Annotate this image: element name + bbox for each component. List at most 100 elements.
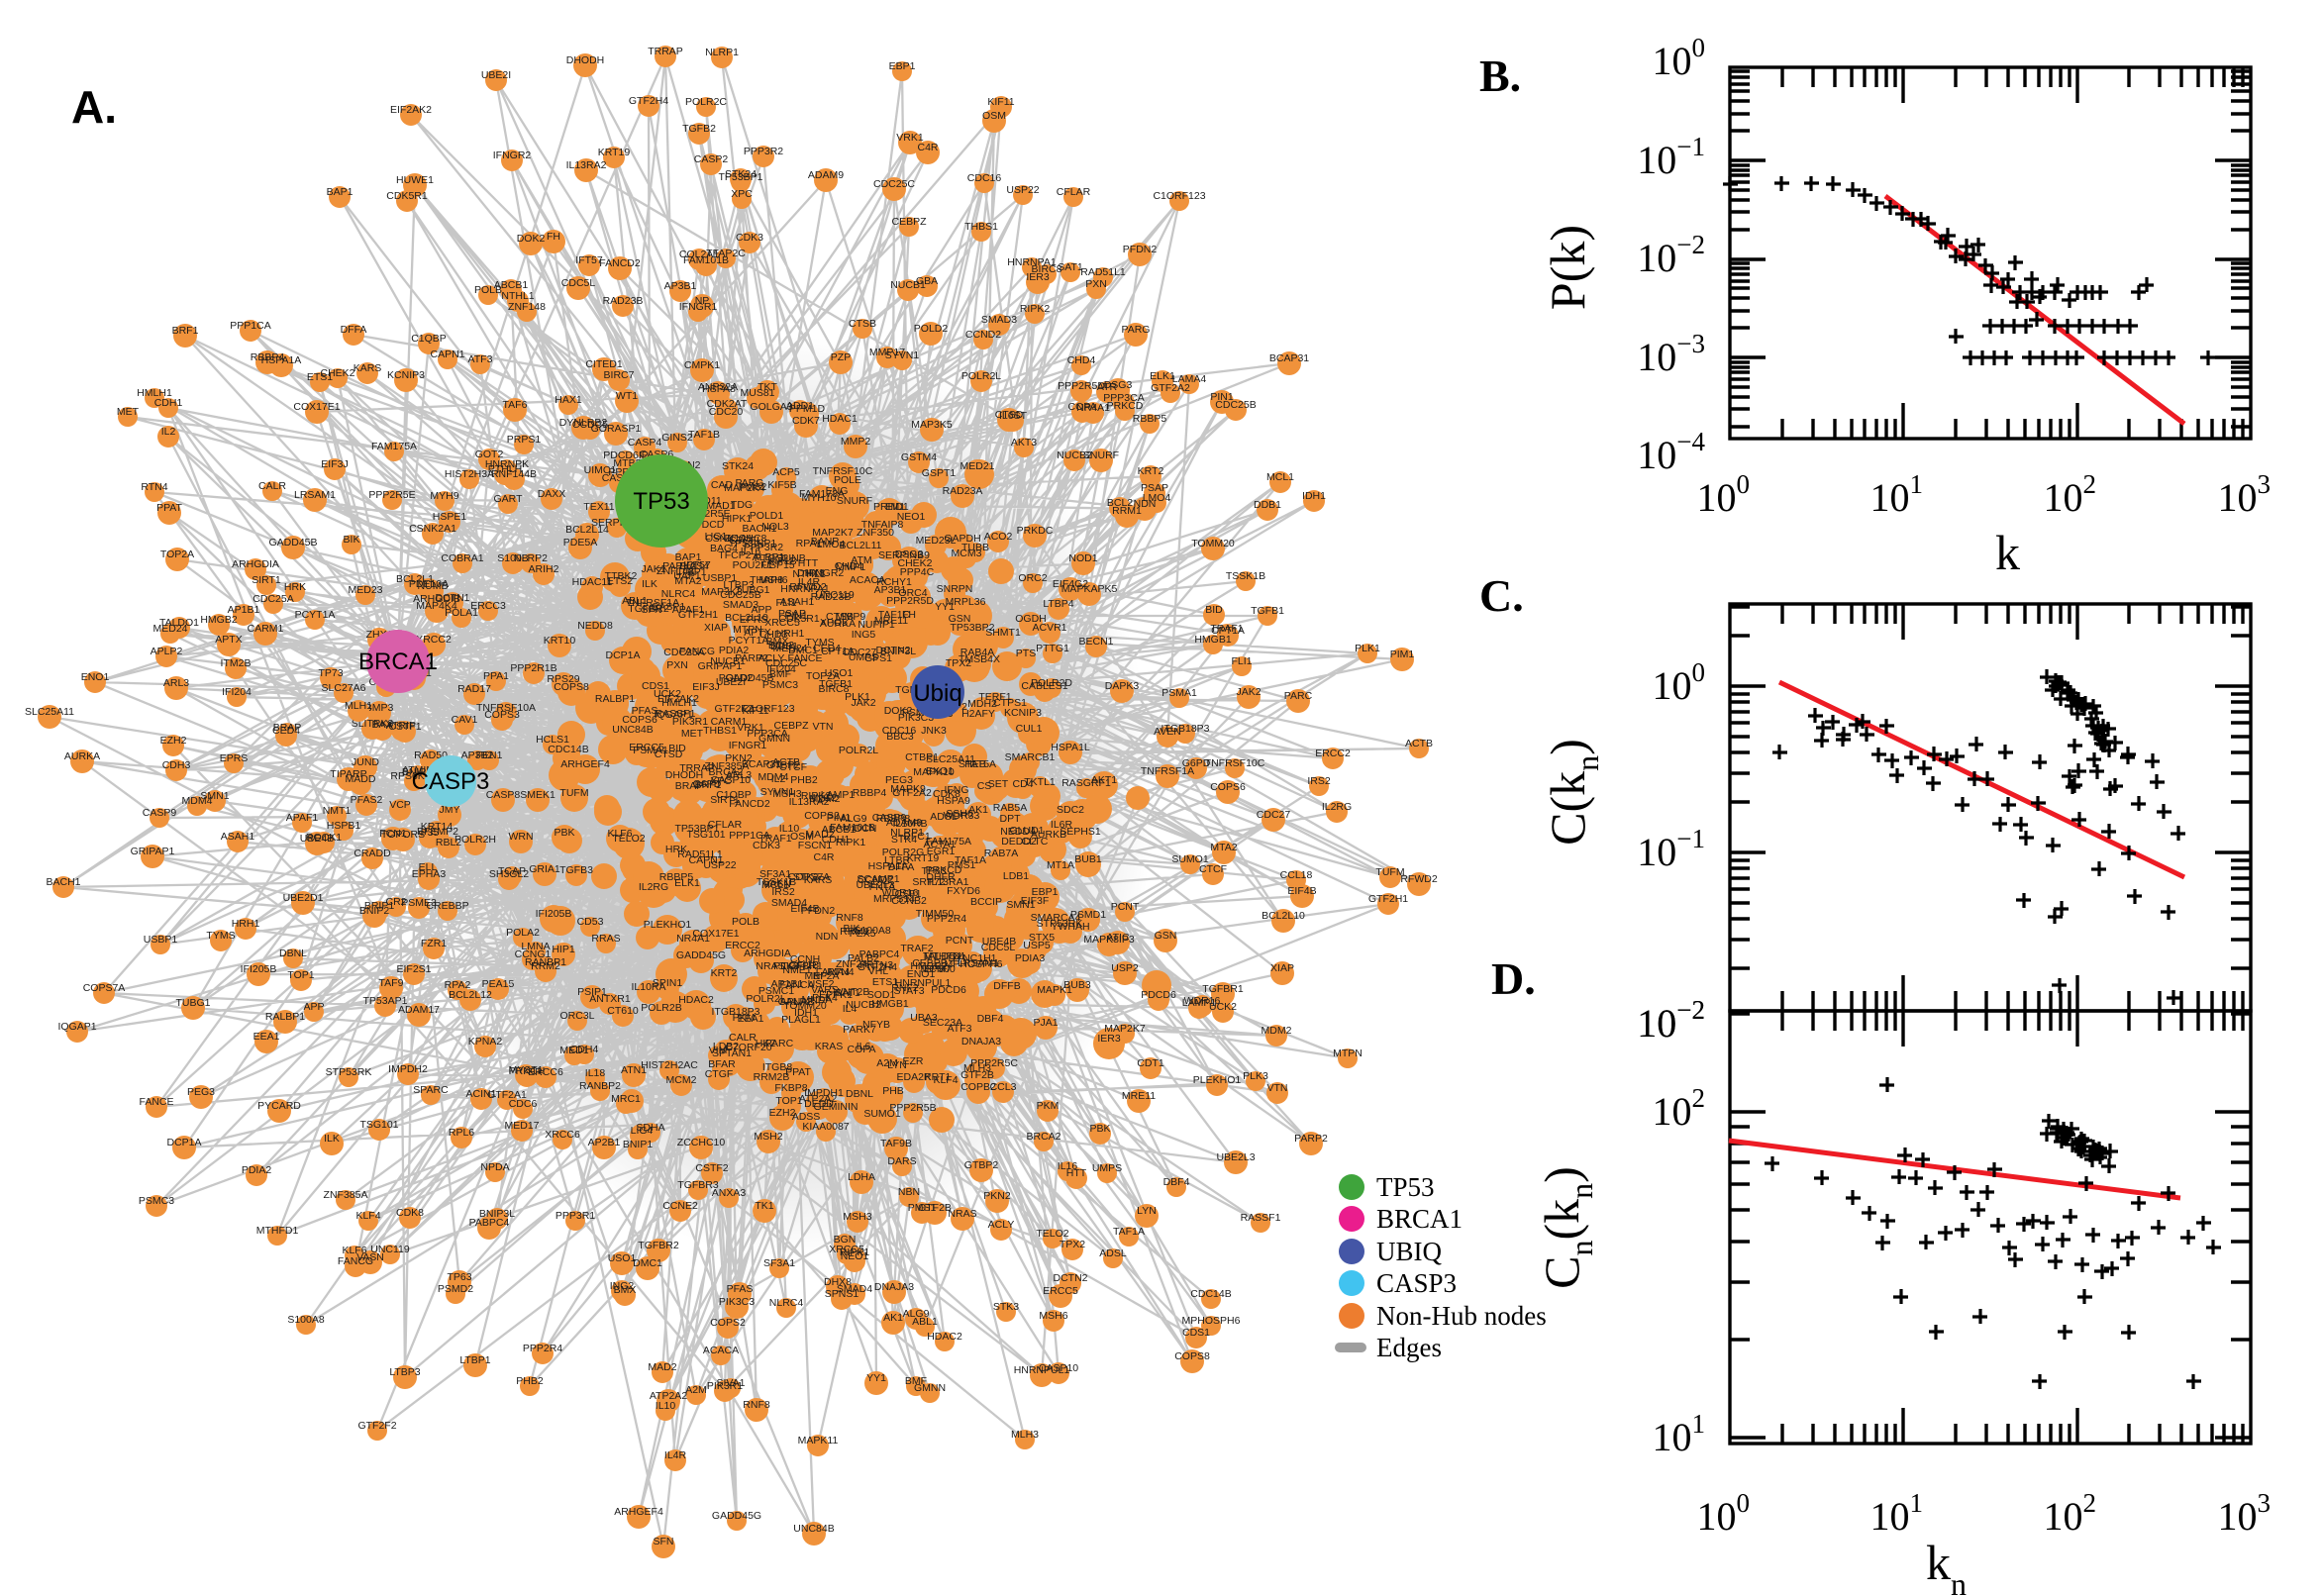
svg-text:XPO5: XPO5: [820, 617, 848, 629]
svg-text:PPP2R1B: PPP2R1B: [510, 662, 556, 674]
svg-text:DBNL: DBNL: [279, 948, 307, 959]
svg-text:CASP9: CASP9: [143, 807, 177, 819]
svg-text:IL2RG: IL2RG: [639, 881, 668, 893]
svg-text:CDC27: CDC27: [1257, 809, 1291, 821]
svg-text:IFI204: IFI204: [766, 663, 796, 675]
svg-text:MAPK10: MAPK10: [913, 766, 955, 778]
svg-text:ACP5: ACP5: [772, 466, 800, 478]
svg-text:PSMC3: PSMC3: [762, 679, 798, 691]
svg-text:DCN: DCN: [855, 823, 877, 835]
svg-text:PHB2: PHB2: [790, 774, 818, 786]
svg-text:SYVN1: SYVN1: [760, 786, 795, 798]
svg-text:BCAP31: BCAP31: [1269, 352, 1309, 364]
svg-text:PARC: PARC: [1284, 690, 1313, 702]
svg-text:ADAM9: ADAM9: [808, 169, 844, 181]
svg-text:KCNIP3: KCNIP3: [387, 369, 425, 381]
svg-text:MSH3: MSH3: [843, 1211, 871, 1223]
svg-text:MNDA: MNDA: [802, 994, 833, 1006]
svg-text:MYH10: MYH10: [801, 492, 836, 504]
svg-text:RASGRF1: RASGRF1: [1061, 777, 1111, 789]
svg-text:HSPE1: HSPE1: [433, 511, 467, 523]
svg-text:NUMB: NUMB: [418, 580, 449, 592]
svg-text:Ubiq: Ubiq: [913, 680, 961, 707]
svg-text:IFI205B: IFI205B: [241, 963, 277, 975]
svg-text:RPS29: RPS29: [547, 673, 579, 685]
svg-text:NLRP1: NLRP1: [705, 47, 739, 58]
svg-text:HDAC2: HDAC2: [927, 1331, 962, 1343]
svg-text:FSCN1: FSCN1: [798, 840, 833, 851]
svg-text:USP22: USP22: [1006, 184, 1039, 196]
svg-text:VRK1: VRK1: [737, 722, 764, 734]
svg-text:PTS: PTS: [1016, 648, 1036, 659]
svg-text:CDK7: CDK7: [792, 415, 820, 427]
svg-text:MLH1: MLH1: [345, 700, 372, 712]
svg-text:PCNT: PCNT: [1111, 901, 1140, 913]
svg-text:TUFM: TUFM: [559, 787, 588, 799]
svg-text:CCDC5: CCDC5: [572, 419, 608, 431]
svg-text:G6PD: G6PD: [1182, 757, 1211, 769]
svg-text:POLB: POLB: [474, 284, 502, 296]
svg-text:GPS1: GPS1: [864, 652, 892, 664]
svg-text:RNF2: RNF2: [891, 982, 919, 994]
svg-text:PFDN2: PFDN2: [1123, 244, 1158, 255]
svg-text:VCP: VCP: [389, 799, 411, 811]
svg-text:CAV1: CAV1: [452, 714, 478, 726]
svg-text:SMAD3: SMAD3: [723, 599, 758, 611]
svg-text:RAD23A: RAD23A: [943, 485, 983, 497]
svg-text:ZNF350: ZNF350: [857, 527, 894, 539]
svg-text:HRH1: HRH1: [232, 918, 260, 930]
svg-text:TEX11: TEX11: [583, 501, 614, 513]
svg-text:PKM: PKM: [733, 1012, 756, 1024]
svg-text:PPP2R5B: PPP2R5B: [889, 1102, 936, 1114]
svg-text:VTN: VTN: [813, 721, 834, 733]
svg-text:ORC4: ORC4: [898, 587, 927, 599]
svg-text:TUBG1: TUBG1: [175, 997, 210, 1009]
svg-text:TAF1A: TAF1A: [1113, 1226, 1145, 1238]
svg-text:KRT19: KRT19: [598, 147, 631, 158]
svg-text:DMC1: DMC1: [633, 1257, 662, 1269]
svg-text:KIF11: KIF11: [987, 96, 1014, 108]
svg-text:TGFB2: TGFB2: [682, 123, 716, 135]
svg-text:PCYT1A: PCYT1A: [295, 609, 336, 621]
svg-text:HDAC2: HDAC2: [678, 994, 714, 1006]
svg-text:CREBBP: CREBBP: [426, 900, 468, 912]
svg-text:CT610: CT610: [607, 1005, 639, 1017]
svg-text:RIPK1: RIPK1: [836, 837, 866, 848]
svg-text:MAPK9: MAPK9: [890, 783, 926, 795]
svg-text:PFAS2: PFAS2: [351, 794, 383, 806]
svg-text:POLB: POLB: [732, 916, 759, 928]
svg-text:ERCC5: ERCC5: [629, 742, 664, 753]
svg-text:LDHA: LDHA: [848, 1171, 875, 1183]
svg-text:HDAC1: HDAC1: [822, 413, 858, 425]
svg-text:ACLY: ACLY: [988, 1219, 1015, 1231]
svg-text:TOMM20: TOMM20: [1191, 538, 1235, 549]
svg-text:IDH1: IDH1: [1302, 490, 1326, 502]
svg-text:IQGAP1: IQGAP1: [57, 1021, 96, 1033]
svg-text:PPP2R4: PPP2R4: [523, 1343, 562, 1354]
svg-text:HSPA9: HSPA9: [937, 795, 970, 807]
svg-text:RIPK2: RIPK2: [1020, 303, 1051, 315]
svg-text:PEX5: PEX5: [850, 928, 876, 940]
svg-text:EP300: EP300: [924, 963, 956, 975]
svg-text:PHB: PHB: [882, 1085, 904, 1097]
svg-text:POLA1: POLA1: [445, 607, 478, 619]
svg-text:STK3: STK3: [993, 1301, 1019, 1313]
svg-text:BCL2L10: BCL2L10: [1262, 910, 1305, 922]
svg-text:TP53BP1: TP53BP1: [719, 171, 763, 183]
svg-text:POLD2: POLD2: [914, 323, 949, 335]
svg-text:PXN: PXN: [666, 659, 688, 671]
svg-text:IER3: IER3: [1026, 271, 1050, 283]
svg-text:SNRPN: SNRPN: [937, 583, 973, 595]
svg-text:ACTB: ACTB: [772, 756, 800, 768]
svg-text:GTF2H1: GTF2H1: [1368, 893, 1408, 905]
svg-text:DBF4: DBF4: [1163, 1176, 1190, 1188]
svg-text:BAP1: BAP1: [327, 186, 354, 198]
svg-text:MAP3K3: MAP3K3: [701, 586, 743, 598]
svg-text:NUCB1: NUCB1: [890, 279, 926, 291]
svg-text:PLAGL1: PLAGL1: [781, 1014, 821, 1026]
svg-text:CFLAR: CFLAR: [1057, 186, 1091, 198]
svg-text:HSPB1: HSPB1: [327, 820, 361, 832]
svg-text:BNIP2: BNIP2: [359, 905, 390, 917]
svg-text:KARS: KARS: [354, 362, 382, 374]
svg-text:PSIP1: PSIP1: [577, 986, 607, 998]
